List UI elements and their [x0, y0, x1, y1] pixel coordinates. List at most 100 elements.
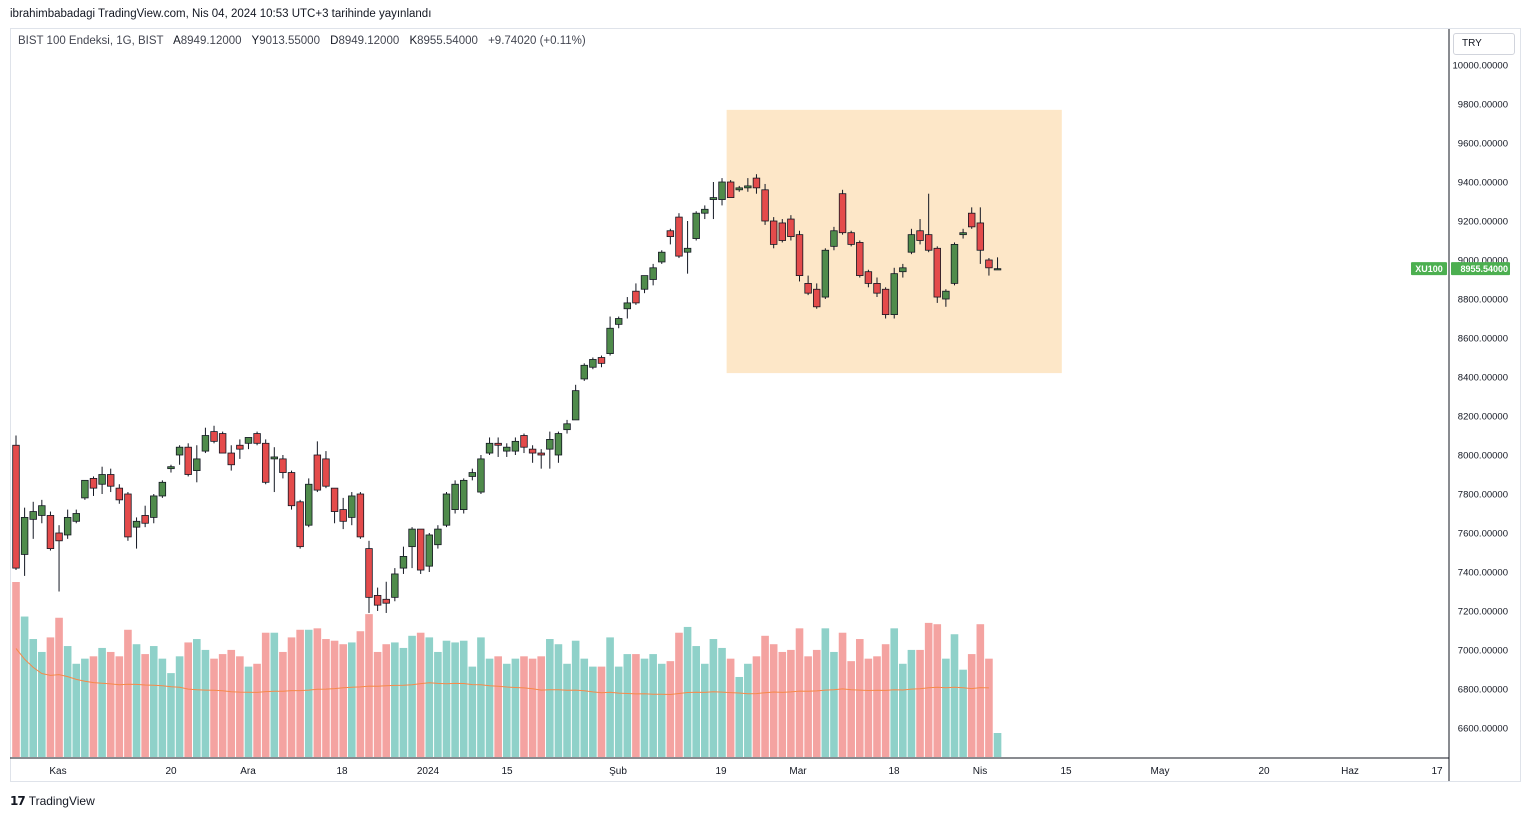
candle-body — [322, 458, 330, 487]
volume-bar — [313, 628, 322, 757]
candle-body — [115, 487, 124, 501]
volume-bar — [425, 637, 434, 757]
candle-body — [373, 595, 382, 606]
candle-body — [29, 511, 37, 520]
volume-bar — [210, 658, 218, 757]
legend-low-key: D — [330, 35, 339, 47]
volume-bar — [864, 658, 873, 757]
candle — [615, 316, 623, 329]
candle-body — [847, 232, 855, 245]
candle-body — [330, 487, 339, 512]
volume-bar — [701, 663, 709, 757]
candle-body — [98, 474, 106, 485]
volume-bar — [391, 642, 399, 757]
candle — [589, 357, 597, 370]
time-tick-label: Kas — [49, 766, 66, 777]
volume-bar — [227, 649, 236, 757]
volume-bar — [881, 644, 890, 757]
candle — [425, 533, 433, 572]
candle — [606, 316, 614, 356]
volume-bar — [528, 658, 537, 757]
volume-bar — [382, 644, 391, 757]
candle — [416, 528, 425, 574]
time-tick-label: 18 — [336, 766, 348, 777]
tradingview-brand: 17 TradingView — [10, 794, 95, 808]
price-tick-label: 7400.00000 — [1458, 568, 1508, 579]
candle-body — [993, 268, 1002, 271]
candle — [658, 250, 666, 264]
candle — [692, 211, 700, 241]
time-tick-label: 20 — [1258, 766, 1270, 777]
volume-bar — [502, 663, 511, 757]
time-tick-label: Mar — [789, 766, 807, 777]
candle — [167, 464, 175, 473]
candle-body — [477, 458, 485, 493]
candle-body — [451, 483, 459, 511]
candle — [330, 487, 339, 524]
volume-bar — [752, 656, 761, 757]
volume-bar — [632, 654, 640, 757]
candle-body — [270, 456, 278, 460]
candle-body — [916, 230, 924, 241]
volume-bar — [692, 646, 700, 757]
candle — [141, 505, 149, 528]
volume-bar — [244, 666, 253, 757]
volume-bar — [81, 658, 89, 757]
candle — [683, 221, 692, 274]
volume-bar — [675, 632, 683, 757]
volume-bar — [657, 663, 666, 757]
volume-bar — [356, 631, 365, 757]
candle-body — [296, 501, 304, 548]
candle — [29, 501, 37, 539]
chart-frame[interactable] — [10, 28, 1521, 782]
candle-body — [167, 466, 175, 470]
candle — [72, 509, 80, 524]
volume-bar — [795, 628, 804, 757]
volume-bar — [141, 654, 149, 757]
candle — [201, 427, 210, 454]
last-price-tag: 8955.54000 — [1460, 264, 1508, 274]
price-tick-label: 8400.00000 — [1458, 373, 1508, 384]
brand-name: TradingView — [28, 794, 95, 808]
candle-body — [942, 290, 950, 300]
candle-body — [460, 479, 468, 511]
price-tick-label: 8000.00000 — [1458, 451, 1508, 462]
volume-bar — [735, 676, 744, 757]
candle — [968, 207, 976, 229]
volume-bar — [511, 658, 520, 757]
candle-body — [20, 517, 29, 555]
candle — [279, 455, 287, 479]
price-tick-label: 7600.00000 — [1458, 529, 1508, 540]
candle — [107, 468, 115, 493]
candle-body — [348, 495, 356, 518]
candle — [597, 355, 606, 368]
candle — [408, 527, 416, 569]
candle — [881, 287, 890, 319]
candle-body — [150, 495, 158, 518]
candle — [675, 213, 683, 259]
volume-bar — [167, 673, 175, 757]
volume-bar — [666, 661, 675, 757]
candle — [287, 470, 296, 510]
candle — [847, 230, 855, 247]
candle-body — [210, 431, 218, 442]
volume-layer — [12, 582, 1002, 757]
candle — [451, 480, 459, 514]
candle-body — [503, 446, 511, 452]
candle-body — [666, 230, 675, 237]
price-tick-label: 6600.00000 — [1458, 724, 1508, 735]
volume-bar — [924, 622, 933, 757]
candle — [399, 546, 408, 574]
candle-body — [132, 520, 141, 528]
candle — [313, 441, 322, 493]
candle-body — [709, 197, 718, 200]
candle — [63, 509, 72, 539]
candle — [124, 492, 132, 541]
candle-body — [72, 513, 80, 522]
currency-button[interactable]: TRY — [1453, 33, 1515, 55]
candle-body — [589, 359, 597, 368]
publish-info: ibrahimbabadagi TradingView.com, Nis 04,… — [10, 8, 432, 20]
volume-bar — [72, 663, 81, 757]
candle — [460, 478, 468, 514]
